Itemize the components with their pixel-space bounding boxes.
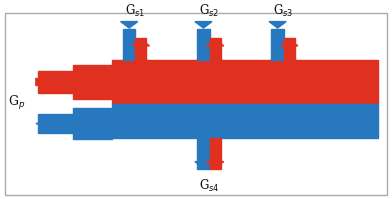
Text: G$_{s2}$: G$_{s2}$ <box>199 3 219 19</box>
Bar <box>195 60 223 70</box>
Bar <box>38 114 73 133</box>
Polygon shape <box>121 21 138 28</box>
Bar <box>136 38 146 60</box>
FancyBboxPatch shape <box>5 13 387 194</box>
Bar <box>73 65 112 99</box>
Bar <box>210 138 221 169</box>
Polygon shape <box>132 39 149 46</box>
Bar <box>210 38 221 60</box>
Polygon shape <box>36 120 51 127</box>
Bar <box>112 60 377 104</box>
Text: G$_p$: G$_p$ <box>8 94 25 112</box>
Text: G$_{s1}$: G$_{s1}$ <box>125 3 145 19</box>
Polygon shape <box>36 78 51 86</box>
Bar <box>197 138 210 169</box>
Bar <box>112 104 377 138</box>
Text: G$_{s4}$: G$_{s4}$ <box>199 178 219 194</box>
Bar <box>197 29 210 60</box>
Bar <box>271 29 284 60</box>
Bar <box>38 71 73 93</box>
Polygon shape <box>269 21 286 28</box>
Bar <box>73 108 112 139</box>
Polygon shape <box>207 162 224 168</box>
Polygon shape <box>207 39 224 46</box>
Polygon shape <box>195 162 212 168</box>
Bar <box>123 29 136 60</box>
Bar <box>284 38 295 60</box>
Polygon shape <box>195 21 212 28</box>
Bar <box>121 60 148 70</box>
Bar <box>269 60 297 70</box>
Text: G$_{s3}$: G$_{s3}$ <box>273 3 293 19</box>
Polygon shape <box>281 39 298 46</box>
